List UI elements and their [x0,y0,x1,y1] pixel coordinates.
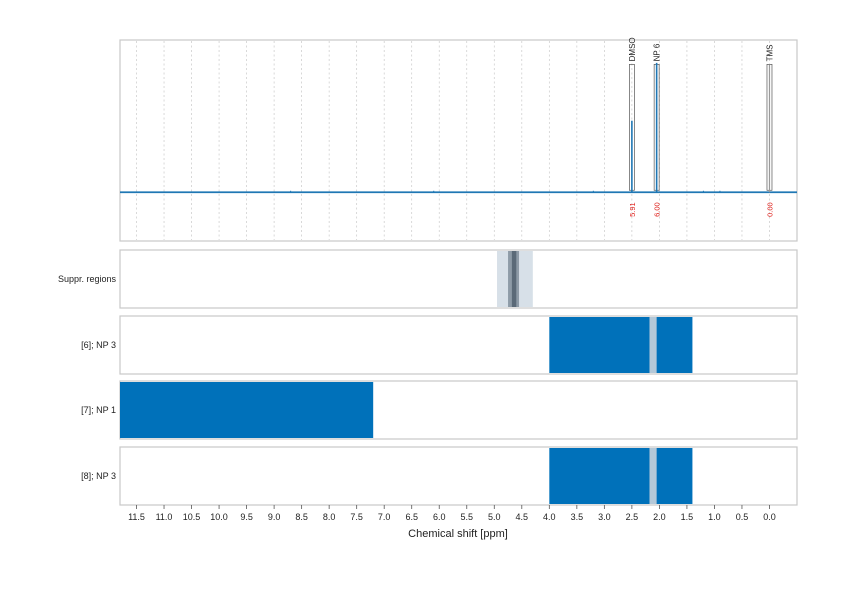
x-tick-label-5: 9.0 [268,512,281,522]
row-panel-3 [119,446,798,506]
row-panel-1 [119,315,798,375]
peak-label-tms: TMS [765,44,774,61]
row-label-suppr-regions: Suppr. regions [58,274,117,284]
region-gap-3 [649,448,657,504]
peak-label-np-6: NP 6 [653,43,662,61]
x-tick-label-13: 5.0 [488,512,501,522]
x-tick-label-14: 4.5 [516,512,529,522]
region-rows-layer: Suppr. regions [6]; NP 3 [7]; NP 1 [8]; NP … [58,251,693,504]
x-tick-label-17: 3.0 [598,512,611,522]
x-tick-label-10: 6.5 [405,512,418,522]
x-tick-label-22: 0.5 [736,512,749,522]
x-tick-label-4: 9.5 [240,512,253,522]
x-tick-label-19: 2.0 [653,512,666,522]
peak-integral-dmso: 5.91 [628,202,637,217]
x-tick-label-6: 8.5 [295,512,308,522]
peak-label-dmso: DMSO [628,37,637,61]
x-tick-label-2: 10.5 [183,512,201,522]
x-tick-label-9: 7.0 [378,512,391,522]
x-tick-label-23: 0.0 [763,512,776,522]
region-bar-3-1 [549,448,693,504]
row-label-1: [6]; NP 3 [81,340,116,350]
x-tick-label-11: 6.0 [433,512,446,522]
x-tick-label-3: 10.0 [210,512,228,522]
peak-integral-np-6: 6.00 [653,202,662,217]
x-axis-label: Chemical shift [ppm] [408,528,508,540]
x-tick-label-0: 11.5 [128,512,145,522]
x-tick-label-20: 1.5 [681,512,694,522]
region-bar-2-1 [120,382,374,438]
x-tick-label-1: 11.0 [156,512,173,522]
row-label-3: [8]; NP 3 [81,471,116,481]
suppr-regions-panel [119,249,798,309]
x-tick-label-21: 1.0 [708,512,721,522]
x-tick-label-7: 8.0 [323,512,336,522]
peak-integral-tms: 0.00 [765,202,774,217]
x-tick-label-15: 4.0 [543,512,556,522]
x-tick-label-8: 7.5 [350,512,363,522]
suppr-band-dark [511,251,517,307]
x-axis: 11.5 11.0 10.5 10.0 9.5 9.0 8.5 8.0 7.5 7.0 6.5 6.0… [128,505,776,522]
row-label-2: [7]; NP 1 [81,405,116,415]
x-tick-label-16: 3.5 [571,512,584,522]
spectrum-panel [119,39,798,242]
x-tick-label-12: 5.5 [460,512,473,522]
spectrum-layer: DMSO 5.91 NP 6 6.00 TMS 0.00 [120,37,797,217]
region-bar-1-1 [549,317,693,373]
region-gap-1 [649,317,657,373]
x-tick-label-18: 2.5 [626,512,639,522]
